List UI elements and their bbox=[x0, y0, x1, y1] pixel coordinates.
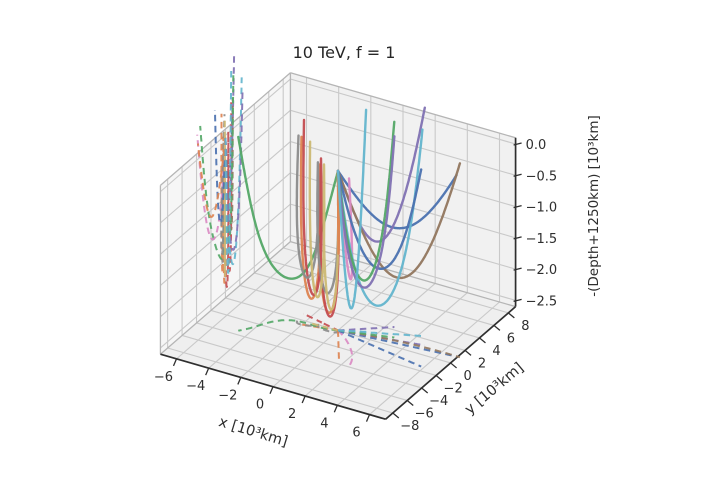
y-tick-label: 4 bbox=[492, 344, 500, 359]
x-tick-label: 0 bbox=[256, 398, 264, 413]
box-edge bbox=[290, 241, 516, 308]
grid-line-z-right bbox=[290, 141, 516, 208]
x-tick-label: 6 bbox=[352, 426, 360, 441]
z-tick-label: −0.5 bbox=[526, 169, 558, 184]
box-edge-layer bbox=[159, 72, 516, 355]
x-tick bbox=[301, 395, 306, 404]
grid-line-z-right bbox=[290, 203, 516, 270]
track-13-green-east-riser-floor-projection bbox=[337, 329, 395, 339]
x-tick-label: −6 bbox=[154, 370, 173, 385]
z-tick-label: −1.0 bbox=[526, 201, 558, 216]
grid-line-y-floor bbox=[210, 309, 437, 376]
box-edge bbox=[159, 72, 291, 186]
track-03-green-wide-west-wall-projection bbox=[199, 125, 227, 261]
grid-line-z-right bbox=[290, 234, 516, 301]
floor-projection-layer bbox=[237, 312, 461, 368]
grid-line-y-floor bbox=[239, 284, 466, 351]
z-tick-label: 0.0 bbox=[526, 138, 547, 153]
grid-line-z-right bbox=[290, 78, 516, 145]
y-tick-label: 6 bbox=[507, 331, 515, 346]
track-15-cyan-spike-floor-projection bbox=[337, 329, 367, 333]
grid-line-y-floor bbox=[254, 272, 480, 339]
track-08-gray-loop-southwest bbox=[295, 134, 340, 295]
y-tick-label: −2 bbox=[444, 381, 463, 396]
track-07-pink-front-east-floor-projection bbox=[337, 329, 354, 367]
track-11-blue-mid-southeast bbox=[336, 168, 423, 270]
track-12-orange-front bbox=[336, 169, 341, 255]
z-tick-label: −2.0 bbox=[526, 263, 558, 278]
y-tick-label: 8 bbox=[521, 319, 529, 334]
y-tick bbox=[479, 337, 486, 344]
axis-layer bbox=[160, 137, 522, 422]
z-tick bbox=[513, 142, 522, 146]
x-tick bbox=[205, 367, 210, 376]
track-01-blue-shallow-east bbox=[336, 169, 458, 230]
y-tick-label: −8 bbox=[400, 419, 419, 434]
box-edge bbox=[290, 72, 516, 139]
y-tick bbox=[421, 387, 429, 394]
trajectory-layer bbox=[237, 106, 462, 318]
x-tick-label: 2 bbox=[288, 407, 296, 422]
y-tick bbox=[406, 399, 414, 406]
y-tick bbox=[507, 312, 515, 319]
x-tick-label: 4 bbox=[320, 416, 328, 431]
y-tick bbox=[493, 324, 501, 331]
x-tick bbox=[365, 414, 371, 422]
y-tick-label: −6 bbox=[415, 406, 434, 421]
y-tick-label: 2 bbox=[478, 356, 486, 371]
y-tick-label: 0 bbox=[463, 369, 471, 384]
z-tick-label: −1.5 bbox=[526, 232, 558, 247]
track-14-purple-mid-u-wall-projection bbox=[224, 92, 244, 251]
track-01-blue-shallow-east-floor-projection bbox=[337, 329, 457, 358]
z-tick-label: −2.5 bbox=[526, 294, 558, 309]
x-tick bbox=[172, 358, 178, 367]
grid-line-y-floor bbox=[181, 334, 408, 401]
grid-line-y-floor bbox=[196, 322, 422, 389]
grid-line-y-floor bbox=[167, 347, 393, 414]
grid-line-z-right bbox=[290, 109, 516, 176]
track-03-green-wide-west-floor-projection bbox=[237, 319, 339, 332]
z-tick bbox=[513, 267, 522, 271]
x-tick bbox=[269, 386, 274, 394]
y-tick bbox=[392, 412, 400, 419]
z-tick bbox=[513, 204, 522, 209]
grid-line-z-right bbox=[290, 172, 516, 239]
y-tick bbox=[435, 374, 443, 381]
track-06-brown-wide-east bbox=[336, 162, 462, 280]
x-tick-label: −2 bbox=[218, 388, 237, 403]
track-09-khaki-loop-west-floor-projection bbox=[308, 322, 339, 332]
z-tick bbox=[513, 173, 522, 177]
y-tick-label: −4 bbox=[429, 394, 448, 409]
grid-line-z-left bbox=[160, 234, 291, 349]
z-tick bbox=[513, 298, 522, 303]
plot-title: 10 TeV, f = 1 bbox=[293, 43, 396, 62]
x-tick bbox=[237, 377, 242, 385]
track-14-purple-mid-u-floor-projection bbox=[338, 326, 395, 332]
y-tick bbox=[450, 362, 457, 369]
y-tick bbox=[464, 349, 472, 356]
z-tick bbox=[513, 236, 522, 240]
z-axis-label: -(Depth+1250km) [10³km] bbox=[586, 115, 602, 297]
x-tick bbox=[333, 405, 338, 413]
track-15-cyan-spike bbox=[336, 108, 368, 310]
track-12-orange-front-floor-projection bbox=[337, 330, 340, 363]
track-11-blue-mid-southeast-floor-projection bbox=[337, 329, 422, 368]
track-09-khaki-loop-west-wall-projection bbox=[223, 117, 227, 280]
track-14-purple-mid-u bbox=[336, 135, 396, 289]
track-12-orange-front-wall-projection bbox=[196, 138, 227, 218]
x-tick-label: −4 bbox=[186, 379, 205, 394]
x-axis-label: x [10³km] bbox=[217, 414, 290, 450]
track-15-cyan-spike-wall-projection bbox=[224, 70, 233, 274]
track-06-brown-wide-east-floor-projection bbox=[337, 329, 461, 359]
track-09-khaki-loop-west bbox=[308, 140, 340, 311]
wall-projection-layer bbox=[196, 52, 244, 289]
